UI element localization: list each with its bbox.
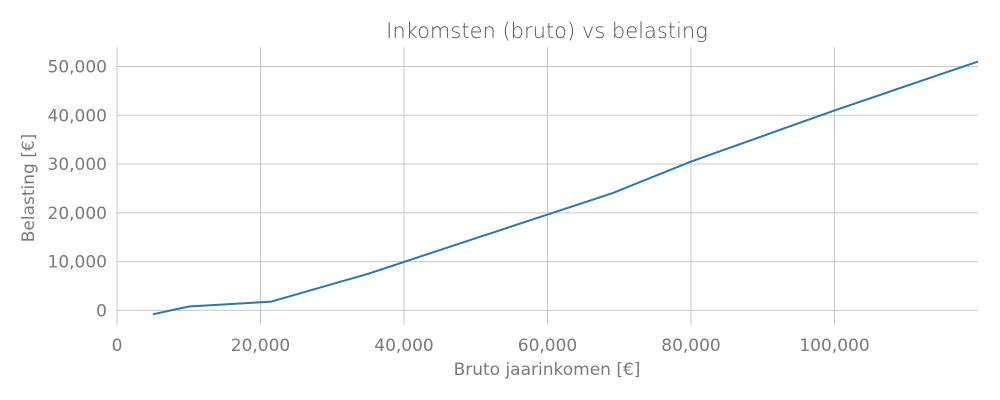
x-tick-label: 100,000 (799, 336, 869, 356)
grid (116, 47, 978, 325)
y-axis-label: Belasting [€] (19, 134, 39, 243)
series-layer (152, 60, 979, 316)
x-tick-label: 20,000 (231, 336, 290, 356)
y-tick-label: 20,000 (48, 204, 107, 224)
x-axis-label: Bruto jaarinkomen [€] (454, 360, 641, 380)
y-tick-label: 10,000 (48, 253, 107, 273)
x-tick-label: 40,000 (374, 336, 433, 356)
x-tick-label: 0 (112, 336, 123, 356)
y-tick-label: 40,000 (48, 106, 107, 126)
y-tick-label: 30,000 (48, 155, 107, 175)
x-tick-label: 80,000 (661, 336, 720, 356)
y-tick-label: 50,000 (48, 58, 107, 78)
series-line (152, 60, 979, 316)
x-tick-label: 60,000 (518, 336, 577, 356)
tick-labels: 0 20,000 40,000 60,000 80,000 100,000 0 10,000 2… (48, 58, 870, 356)
y-tick-label: 0 (96, 301, 107, 321)
chart-title: Inkomsten (bruto) vs belasting (386, 19, 708, 43)
